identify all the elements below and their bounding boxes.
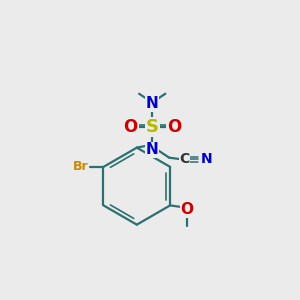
Text: O: O — [124, 118, 138, 136]
Text: S: S — [146, 118, 159, 136]
Text: Br: Br — [73, 160, 88, 173]
Text: O: O — [167, 118, 181, 136]
Text: O: O — [181, 202, 194, 217]
Text: C: C — [179, 152, 190, 166]
Text: N: N — [201, 152, 213, 166]
Text: N: N — [146, 142, 159, 158]
Text: N: N — [146, 96, 159, 111]
